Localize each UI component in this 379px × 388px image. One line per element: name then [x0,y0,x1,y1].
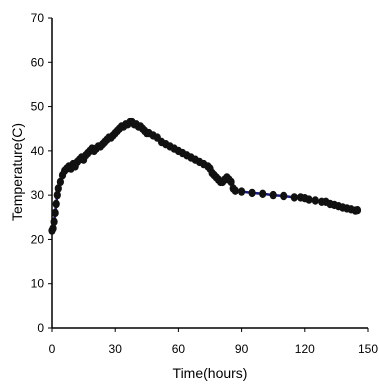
x-tick-label-150: 150 [358,342,378,356]
data-point-77 [238,187,246,196]
data-point-85 [305,195,313,204]
x-tick-label-90: 90 [235,342,249,356]
y-tick-label-60: 60 [31,55,45,69]
data-point-86 [311,196,319,205]
y-tick-label-0: 0 [37,321,44,335]
data-point-1 [49,224,57,233]
data-point-3 [51,208,59,218]
data-point-74 [227,177,235,187]
x-axis-title: Time(hours) [173,365,248,381]
y-tick-label-20: 20 [31,232,45,246]
x-tick-label-0: 0 [49,342,56,356]
y-axis-title: Temperature(C) [9,123,25,221]
series-layer [48,117,362,235]
x-tick-label-120: 120 [295,342,315,356]
data-point-79 [259,189,267,198]
data-point-80 [269,190,277,200]
data-point-82 [290,193,298,202]
y-tick-label-40: 40 [31,144,45,158]
tick-labels: 0 10 20 30 40 50 60 70 0 30 60 90 120 150 [31,11,379,356]
data-point-6 [54,184,62,193]
y-tick-label-70: 70 [31,11,45,25]
series-line-0 [50,120,358,232]
y-tick-label-50: 50 [31,100,45,114]
data-point-2 [50,217,58,226]
axes [51,18,368,329]
y-tick-label-30: 30 [31,188,45,202]
data-point-5 [53,190,61,200]
x-tick-label-30: 30 [109,342,123,356]
data-point-78 [248,188,256,198]
data-point-81 [280,191,288,201]
data-point-4 [52,199,60,209]
data-point-76 [231,186,239,195]
x-tick-label-60: 60 [172,342,186,356]
data-point-96 [353,206,362,215]
tick-marks [48,17,369,332]
y-tick-label-10: 10 [31,277,45,291]
data-point-7 [56,177,64,187]
